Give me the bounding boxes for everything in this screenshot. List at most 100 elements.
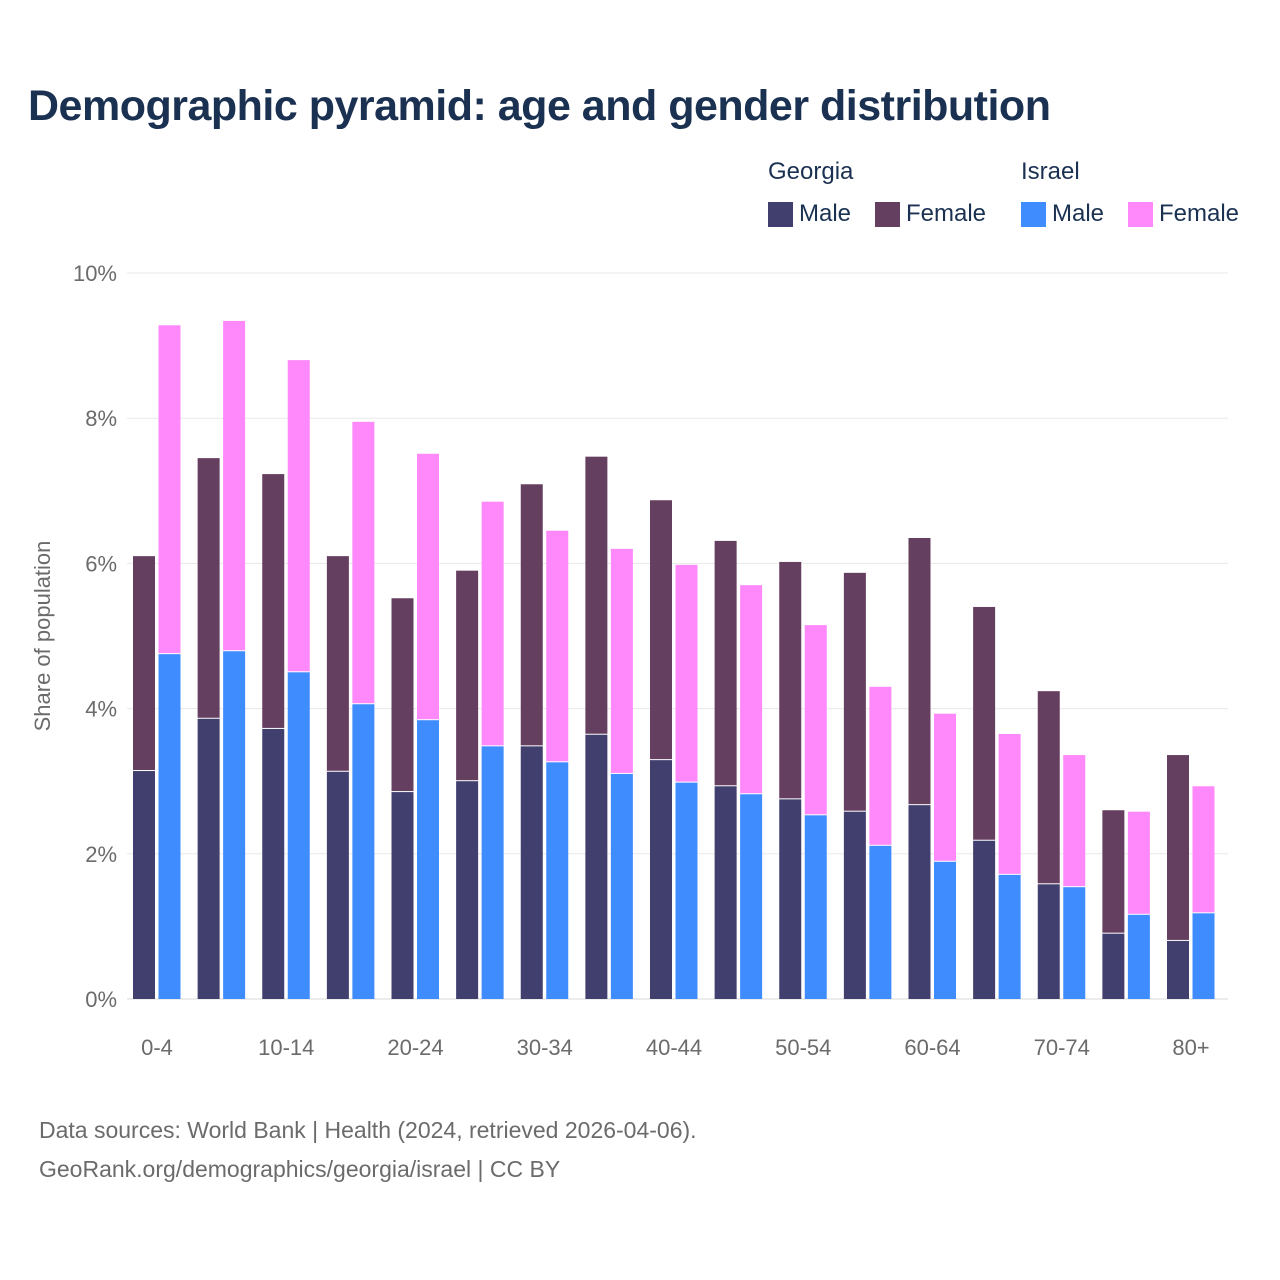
legend-israel-male[interactable]: Male: [1021, 200, 1104, 228]
bar-israel-male: [417, 720, 439, 999]
bar-georgia-male: [326, 771, 349, 999]
bar-georgia-female: [843, 572, 866, 811]
bar-israel-male: [610, 773, 633, 999]
bar-georgia-male: [197, 718, 220, 999]
bar-israel-male: [1192, 913, 1215, 999]
x-tick-label: 10-14: [258, 1035, 314, 1060]
legend-swatch: [1128, 201, 1153, 227]
bar-israel-female: [158, 325, 181, 654]
bar-georgia-female: [262, 474, 285, 728]
bar-georgia-female: [133, 556, 155, 771]
y-axis-label: Share of population: [30, 541, 55, 732]
bar-israel-male: [740, 794, 763, 999]
bar-georgia-female: [650, 500, 672, 760]
x-tick-label: 40-44: [646, 1035, 702, 1060]
bar-georgia-male: [1037, 884, 1060, 999]
bar-israel-female: [223, 320, 246, 651]
bar-israel-male: [804, 815, 827, 999]
bar-israel-male: [158, 654, 181, 999]
legend-swatch: [875, 201, 900, 227]
legend-label: Female: [1159, 200, 1240, 227]
x-tick-label: 0-4: [141, 1035, 173, 1060]
y-tick-label: 6%: [85, 551, 117, 576]
bar-israel-female: [352, 421, 375, 704]
bar-israel-male: [223, 651, 246, 999]
legend-georgia-male[interactable]: Male: [768, 200, 851, 228]
bar-georgia-female: [197, 458, 220, 718]
bar-israel-female: [481, 501, 504, 746]
bar-israel-female: [1192, 786, 1215, 913]
bar-israel-female: [1063, 755, 1086, 887]
x-tick-label: 60-64: [904, 1035, 960, 1060]
legend-label: Male: [1052, 200, 1105, 227]
bar-israel-female: [869, 686, 892, 845]
bar-georgia-female: [391, 598, 414, 792]
bar-georgia-female: [520, 484, 543, 746]
bar-israel-male: [998, 874, 1021, 999]
bar-israel-female: [675, 564, 698, 782]
bar-georgia-female: [779, 561, 802, 799]
bar-israel-male: [869, 845, 892, 999]
legend-swatch: [768, 201, 793, 227]
bar-georgia-male: [520, 746, 543, 999]
legend-israel-female[interactable]: Female: [1128, 200, 1239, 228]
chart-title: Demographic pyramid: age and gender dist…: [28, 82, 1051, 130]
bar-georgia-female: [1167, 755, 1189, 940]
x-tick-label: 70-74: [1034, 1035, 1090, 1060]
x-tick-label: 30-34: [517, 1035, 573, 1060]
x-tick-label: 80+: [1172, 1035, 1209, 1060]
y-tick-label: 0%: [85, 987, 117, 1012]
legend-label: Male: [799, 200, 852, 227]
y-tick-label: 10%: [73, 261, 117, 286]
bar-georgia-male: [391, 792, 414, 999]
bar-georgia-female: [1102, 810, 1125, 933]
bar-georgia-female: [456, 570, 479, 781]
legend-georgia-title: Georgia: [768, 158, 854, 185]
legend-israel-title: Israel: [1021, 158, 1080, 185]
bar-georgia-female: [1037, 691, 1060, 884]
bar-israel-male: [287, 672, 310, 999]
bar-georgia-male: [650, 760, 672, 999]
bar-israel-male: [1127, 914, 1150, 999]
bar-israel-female: [610, 548, 633, 773]
bar-georgia-male: [585, 734, 608, 999]
y-tick-label: 8%: [85, 406, 117, 431]
bar-israel-female: [740, 585, 763, 794]
bar-israel-male: [546, 762, 569, 999]
y-tick-label: 4%: [85, 697, 117, 722]
bar-israel-male: [352, 704, 375, 999]
footer-credit: GeoRank.org/demographics/georgia/israel …: [39, 1156, 561, 1182]
bar-georgia-male: [908, 805, 931, 999]
bar-israel-female: [1127, 811, 1150, 914]
bar-georgia-male: [133, 771, 155, 999]
bar-israel-female: [934, 713, 956, 861]
footer-source: Data sources: World Bank | Health (2024,…: [39, 1117, 697, 1143]
legend-label: Female: [906, 200, 987, 227]
bar-israel-female: [804, 625, 827, 815]
bar-georgia-male: [1102, 933, 1125, 999]
x-tick-label: 50-54: [775, 1035, 831, 1060]
bar-georgia-male: [843, 811, 866, 999]
bar-georgia-male: [456, 781, 479, 999]
bar-georgia-male: [973, 840, 996, 999]
legend-swatch: [1021, 201, 1046, 227]
bar-israel-male: [1063, 887, 1086, 999]
bar-israel-female: [546, 530, 569, 762]
bar-israel-female: [417, 453, 439, 720]
bar-israel-female: [287, 360, 310, 672]
bar-israel-male: [481, 746, 504, 999]
bar-israel-male: [934, 861, 956, 999]
bar-georgia-male: [779, 799, 802, 999]
bar-georgia-female: [585, 456, 608, 734]
bar-georgia-male: [1167, 940, 1189, 999]
bar-georgia-female: [973, 606, 996, 840]
bar-israel-male: [675, 782, 698, 999]
y-tick-label: 2%: [85, 842, 117, 867]
x-tick-label: 20-24: [387, 1035, 443, 1060]
bar-georgia-female: [714, 540, 737, 786]
legend-georgia-female[interactable]: Female: [875, 200, 986, 228]
bar-georgia-male: [262, 728, 285, 999]
bar-georgia-female: [908, 537, 931, 805]
